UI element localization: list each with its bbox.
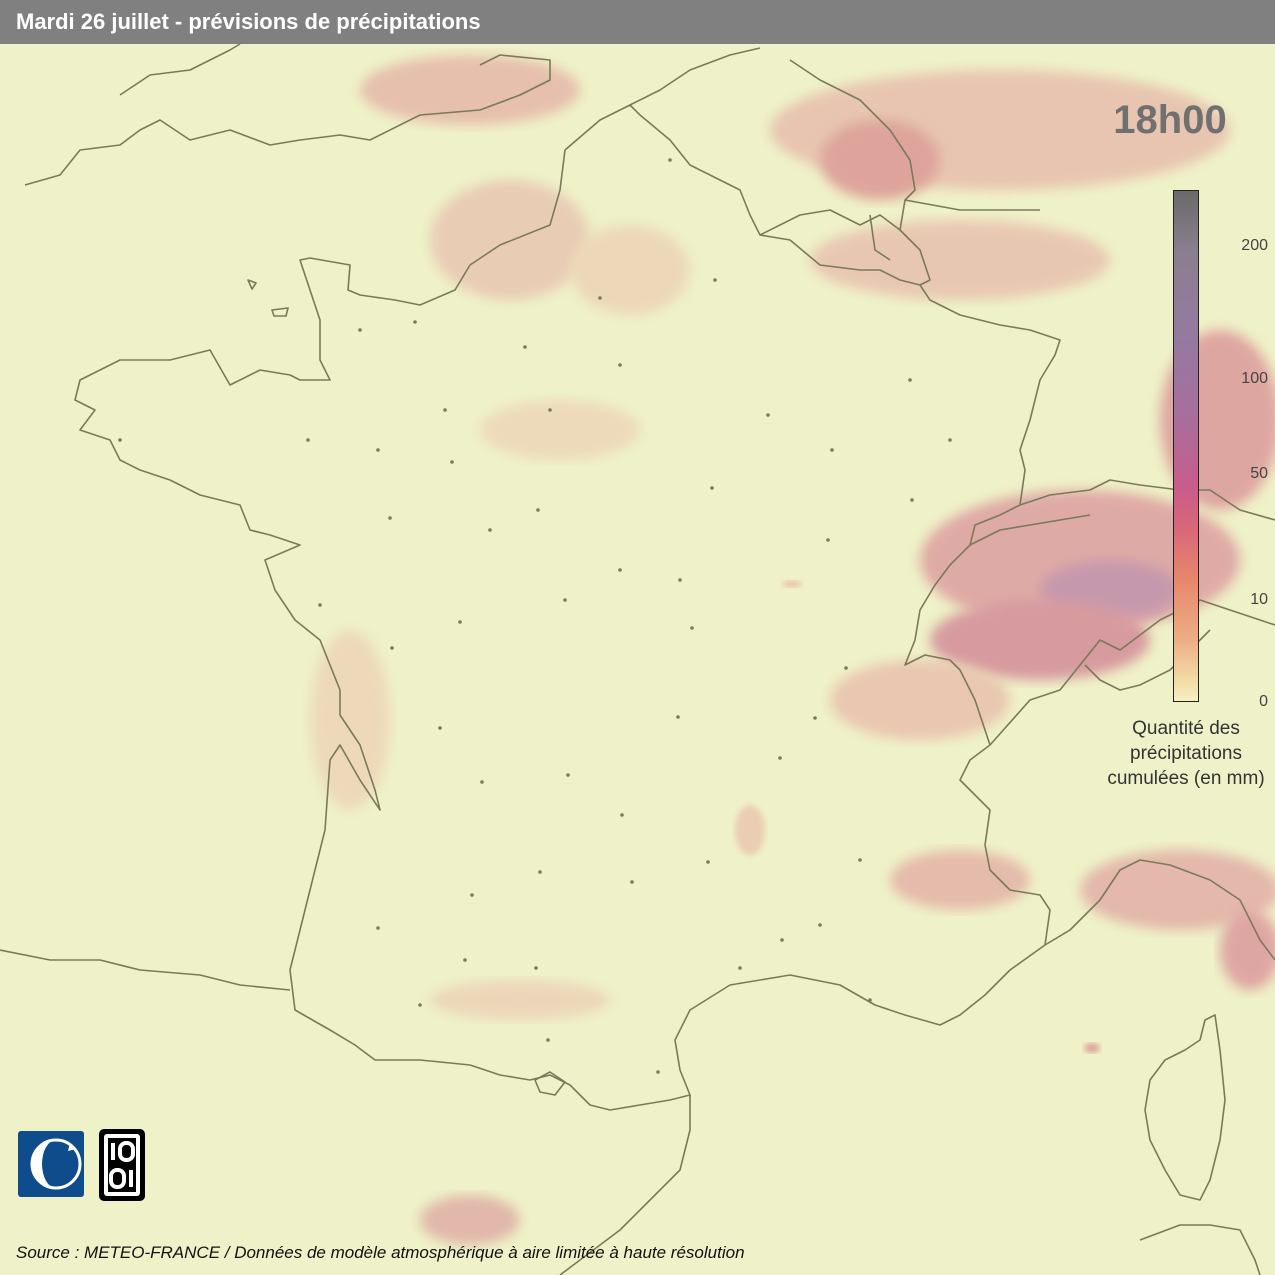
- meteo-france-logo: [18, 1131, 84, 1197]
- legend-caption: Quantité des précipitations cumulées (en…: [1096, 716, 1275, 791]
- coastlines-borders: [0, 44, 1275, 1275]
- legend-tick: 100: [1241, 370, 1268, 387]
- page-title: Mardi 26 juillet - prévisions de précipi…: [0, 0, 1275, 44]
- legend-tick: 200: [1241, 237, 1268, 254]
- legend-tick: 50: [1250, 465, 1268, 482]
- legend-caption-line: précipitations: [1130, 743, 1242, 764]
- legend-tick: 0: [1259, 693, 1268, 710]
- data-logo: [99, 1129, 145, 1201]
- source-credit: Source : METEO-FRANCE / Données de modèl…: [16, 1243, 745, 1262]
- legend-caption-line: cumulées (en mm): [1107, 768, 1265, 789]
- precipitation-legend-bar: [1173, 190, 1199, 702]
- city-markers: [118, 158, 952, 1074]
- legend-tick: 10: [1250, 591, 1268, 608]
- legend-caption-line: Quantité des: [1132, 718, 1240, 739]
- precipitation-map: [0, 44, 1275, 1275]
- forecast-time: 18h00: [1113, 98, 1227, 142]
